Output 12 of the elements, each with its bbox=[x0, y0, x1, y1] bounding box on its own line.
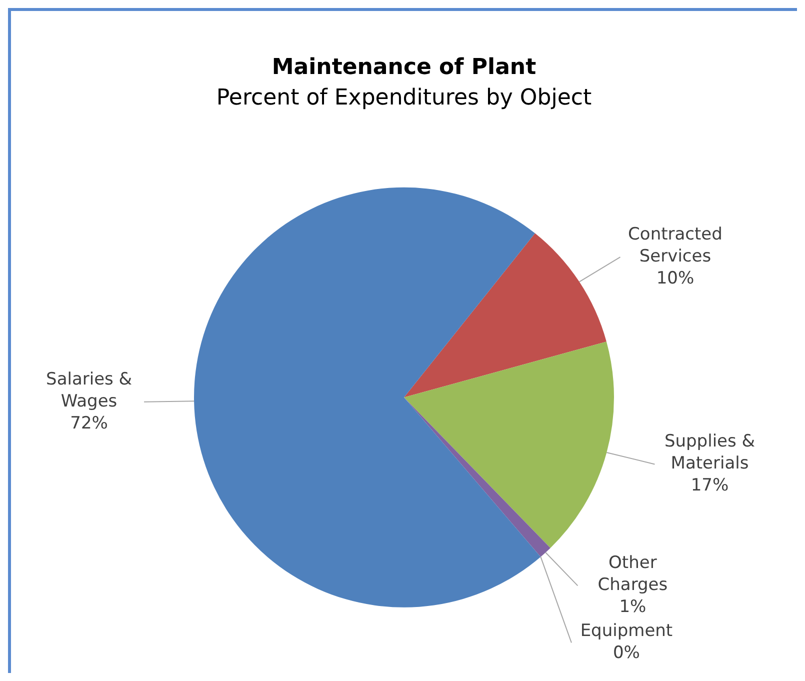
chart-title: Maintenance of Plant bbox=[272, 54, 537, 80]
slice-label: Other Charges bbox=[598, 553, 668, 596]
slice-label: Supplies & Materials bbox=[664, 432, 756, 474]
text: 0% bbox=[612, 643, 640, 664]
slice-label: Contracted Services bbox=[628, 224, 722, 266]
category-label: Equipment bbox=[580, 621, 673, 642]
data-label: 17% bbox=[690, 476, 729, 496]
data-label: 1% bbox=[619, 597, 646, 618]
slice-label: Salaries & Wages bbox=[46, 369, 132, 412]
data-label: 10% bbox=[656, 268, 694, 288]
data-label: 72% bbox=[70, 413, 108, 434]
chart-subtitle: Percent of Expenditures by Object bbox=[216, 85, 592, 110]
